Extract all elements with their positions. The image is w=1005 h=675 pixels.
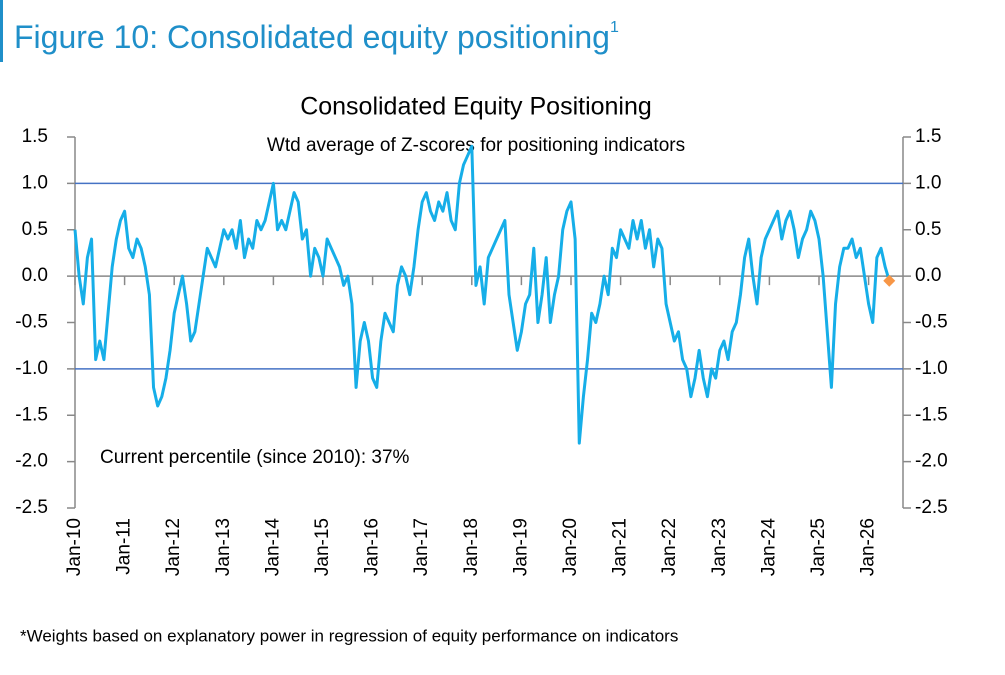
y2-tick-label: 1.5 bbox=[915, 126, 941, 147]
y2-tick-label: -0.5 bbox=[915, 312, 948, 333]
y-tick-label: 0.0 bbox=[22, 265, 48, 286]
x-tick-label: Jan-18 bbox=[461, 518, 482, 576]
x-tick-label: Jan-15 bbox=[312, 518, 333, 576]
x-tick-label: Jan-24 bbox=[758, 518, 779, 577]
x-tick-label: Jan-11 bbox=[114, 518, 135, 575]
x-tick-label: Jan-16 bbox=[362, 518, 383, 576]
chart-subtitle: Wtd average of Z-scores for positioning … bbox=[267, 135, 685, 156]
x-tick-label: Jan-21 bbox=[610, 518, 631, 576]
header-title-text: Figure 10: Consolidated equity positioni… bbox=[14, 19, 610, 55]
y2-tick-label: 0.5 bbox=[915, 219, 941, 240]
y-tick-label: -1.0 bbox=[15, 358, 48, 379]
y-tick-label: -2.0 bbox=[15, 451, 48, 472]
y2-tick-label: 0.0 bbox=[915, 265, 941, 286]
footnote: *Weights based on explanatory power in r… bbox=[20, 626, 678, 645]
y2-tick-label: -2.5 bbox=[915, 497, 948, 518]
x-tick-label: Jan-22 bbox=[659, 518, 680, 576]
x-tick-label: Jan-23 bbox=[709, 518, 730, 576]
y-tick-label: 0.5 bbox=[22, 219, 48, 240]
x-tick-label: Jan-26 bbox=[858, 518, 879, 576]
y-tick-label: 1.5 bbox=[22, 126, 48, 147]
last-point-marker bbox=[883, 274, 896, 287]
header-title: Figure 10: Consolidated equity positioni… bbox=[14, 19, 619, 55]
series-line bbox=[73, 144, 891, 445]
y2-tick-label: -1.0 bbox=[915, 358, 948, 379]
y2-tick-label: -2.0 bbox=[915, 451, 948, 472]
x-tick-label: Jan-20 bbox=[560, 518, 581, 576]
x-tick-label: Jan-10 bbox=[64, 518, 85, 576]
y-tick-label: -0.5 bbox=[15, 312, 48, 333]
x-tick-label: Jan-25 bbox=[808, 518, 829, 576]
y-tick-label: 1.0 bbox=[22, 172, 48, 193]
y-tick-label: -2.5 bbox=[15, 497, 48, 518]
x-tick-label: Jan-19 bbox=[510, 518, 531, 576]
y2-tick-label: -1.5 bbox=[915, 404, 948, 425]
x-tick-label: Jan-14 bbox=[262, 518, 283, 577]
y-tick-label: -1.5 bbox=[15, 404, 48, 425]
header-superscript: 1 bbox=[610, 19, 619, 36]
x-tick-label: Jan-17 bbox=[411, 518, 432, 576]
chart-title: Consolidated Equity Positioning bbox=[300, 93, 652, 121]
y2-tick-label: 1.0 bbox=[915, 172, 941, 193]
x-tick-label: Jan-13 bbox=[213, 518, 234, 576]
x-tick-label: Jan-12 bbox=[163, 518, 184, 576]
annotation: Current percentile (since 2010): 37% bbox=[100, 447, 410, 468]
